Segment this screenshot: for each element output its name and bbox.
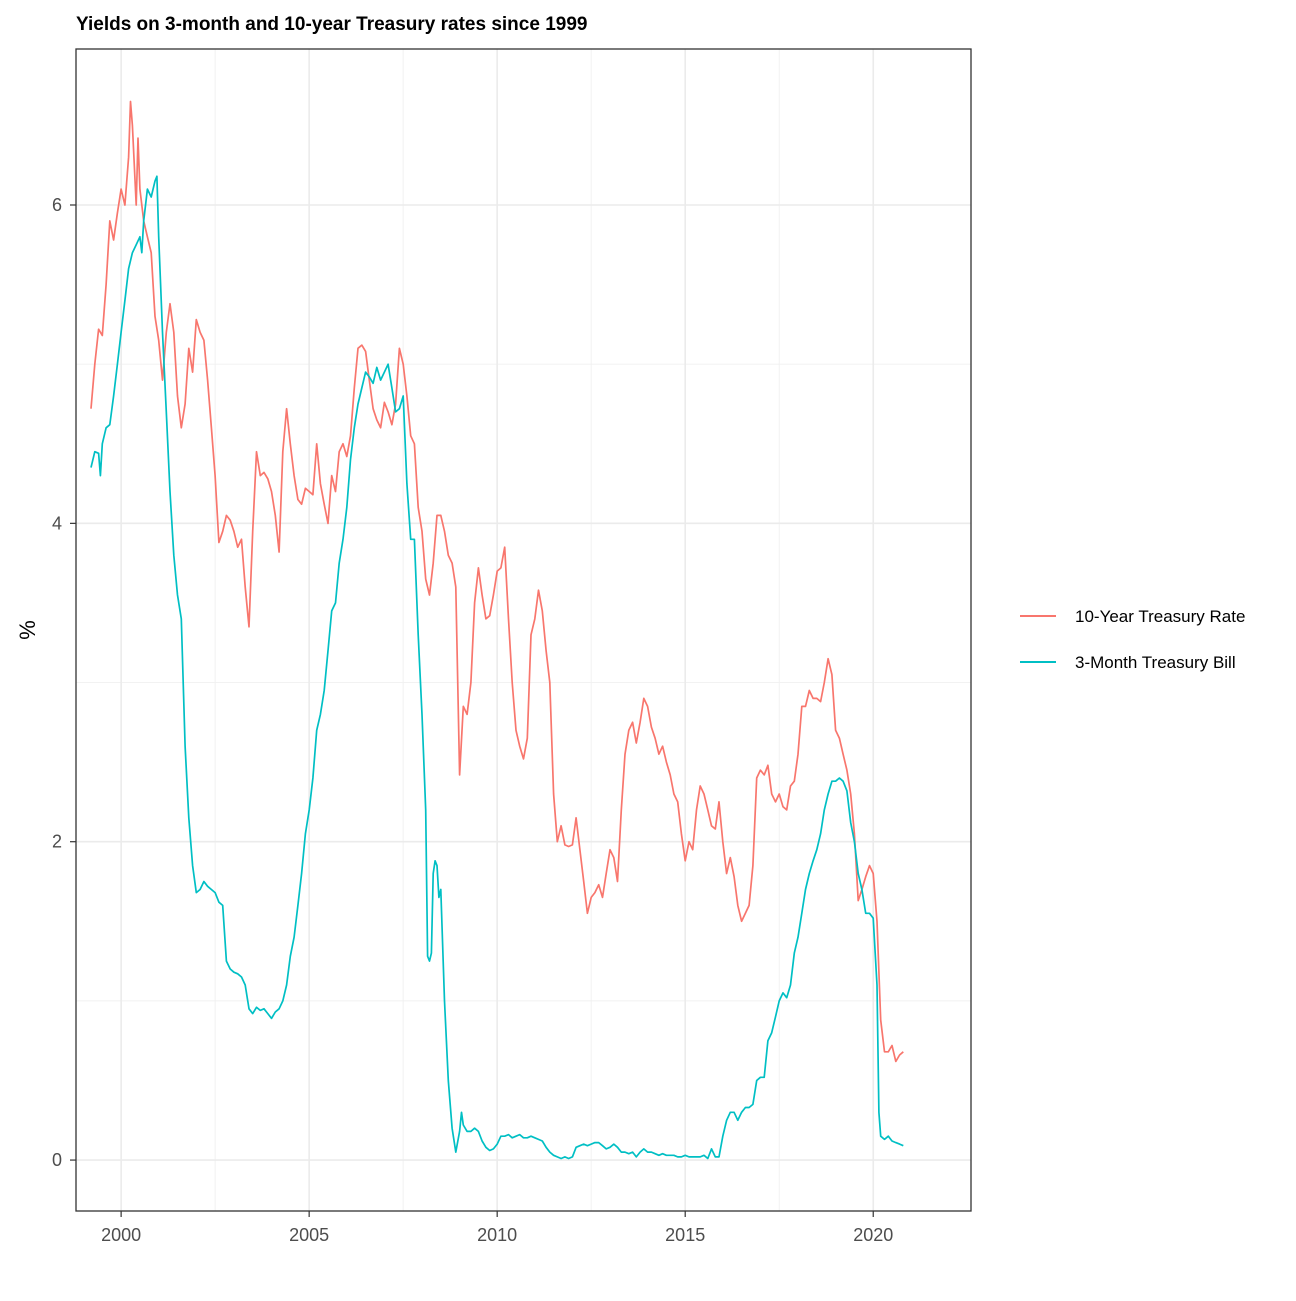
y-tick-label: 0 [52, 1150, 62, 1170]
chart-title: Yields on 3-month and 10-year Treasury r… [76, 14, 587, 35]
y-axis-label: % [15, 620, 40, 640]
legend-label: 3-Month Treasury Bill [1075, 653, 1236, 672]
x-tick-label: 2005 [289, 1225, 329, 1245]
y-tick-label: 2 [52, 832, 62, 852]
major-grid [76, 49, 971, 1211]
x-axis: 2000 2005 2010 2015 2020 [101, 1211, 893, 1245]
plot-panel-border [75, 48, 972, 1212]
series-line-3-month [90, 175, 904, 1160]
y-tick-label: 4 [52, 513, 62, 533]
y-tick-label: 6 [52, 195, 62, 215]
series-line-10-year [90, 100, 904, 1063]
legend: 10-Year Treasury Rate 3-Month Treasury Bi… [1020, 607, 1245, 672]
series-layer [90, 100, 904, 1160]
x-tick-label: 2020 [853, 1225, 893, 1245]
x-tick-label: 2010 [477, 1225, 517, 1245]
y-axis: 0 2 4 6 [52, 195, 76, 1170]
legend-label: 10-Year Treasury Rate [1075, 607, 1245, 626]
minor-grid [76, 49, 971, 1211]
x-tick-label: 2015 [665, 1225, 705, 1245]
x-tick-label: 2000 [101, 1225, 141, 1245]
